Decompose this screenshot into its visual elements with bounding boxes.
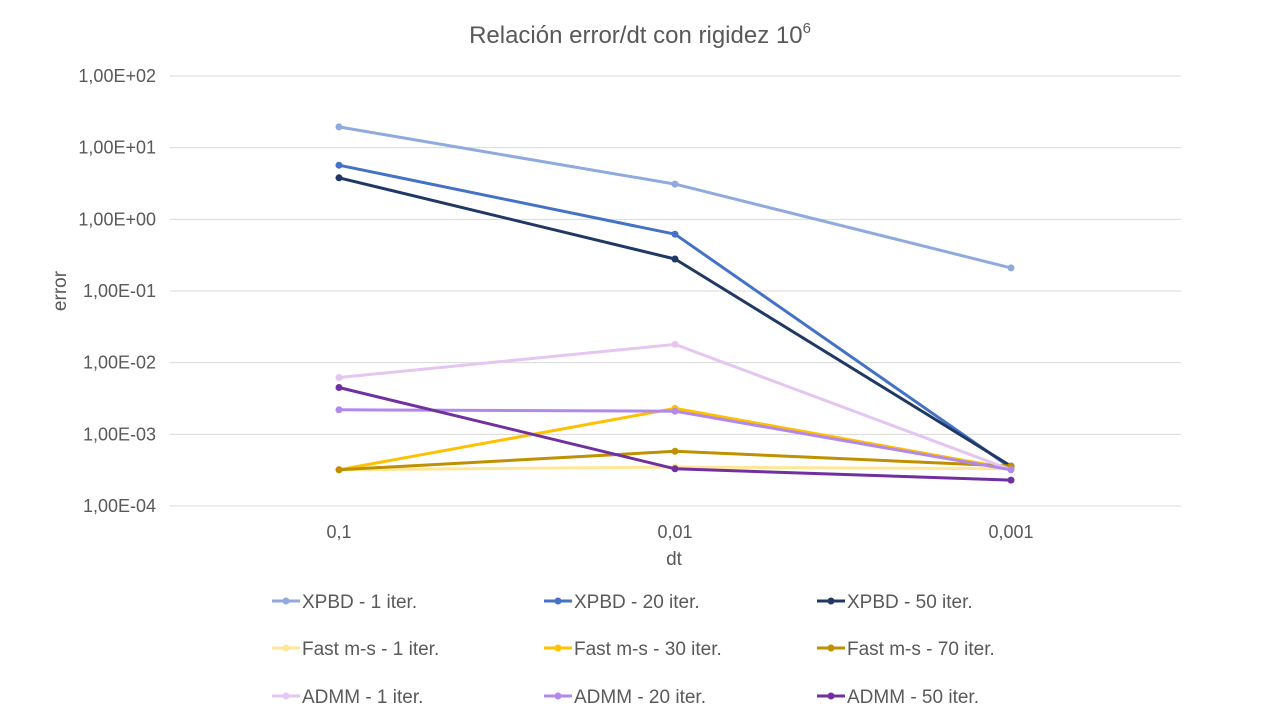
legend-item: Fast m-s - 70 iter.	[817, 639, 995, 660]
data-point	[671, 465, 679, 473]
series-0	[335, 123, 1015, 272]
x-tick-label: 0,001	[988, 522, 1033, 542]
data-point	[671, 255, 679, 263]
legend-item: XPBD - 50 iter.	[817, 592, 973, 613]
series-7	[335, 406, 1015, 474]
chart-title: Relación error/dt con rigidez 106	[469, 20, 811, 49]
legend-marker	[282, 692, 290, 700]
data-point	[671, 447, 679, 455]
legend-item: Fast m-s - 30 iter.	[544, 639, 722, 660]
legend-label: ADMM - 50 iter.	[847, 687, 979, 708]
data-point	[671, 340, 679, 348]
series-line	[338, 163, 1012, 470]
y-tick-label: 1,00E-03	[83, 424, 156, 444]
legend-label: Fast m-s - 30 iter.	[574, 639, 722, 660]
series-8	[335, 384, 1015, 484]
data-point	[335, 384, 343, 391]
chart-title-main: Relación error/dt con rigidez 10	[469, 22, 803, 49]
y-tick-labels: 1,00E+02 1,00E+01 1,00E+00 1,00E-01 1,00E-02…	[78, 66, 156, 516]
data-point	[1007, 476, 1015, 484]
y-tick-label: 1,00E+01	[78, 138, 156, 158]
legend-marker	[282, 597, 290, 605]
legend-item: Fast m-s - 1 iter.	[272, 639, 439, 660]
legend: XPBD - 1 iter. XPBD - 20 iter. XPBD - 50 i…	[272, 592, 995, 708]
legend-marker	[282, 644, 290, 652]
legend-label: XPBD - 50 iter.	[847, 592, 973, 613]
series-lines	[335, 123, 1015, 484]
x-tick-label: 0,1	[326, 522, 351, 542]
y-tick-label: 1,00E-04	[83, 496, 156, 516]
legend-label: ADMM - 1 iter.	[302, 687, 423, 708]
gridlines	[170, 75, 1181, 507]
legend-marker	[827, 692, 835, 700]
data-point	[335, 406, 343, 414]
data-point	[1007, 466, 1015, 474]
legend-label: Fast m-s - 1 iter.	[302, 639, 439, 660]
legend-marker	[554, 692, 562, 700]
data-point	[335, 123, 343, 131]
legend-marker	[554, 644, 562, 652]
chart-title-superscript: 6	[803, 20, 811, 37]
y-tick-label: 1,00E+02	[78, 66, 156, 86]
x-tick-labels: 0,1 0,01 0,001	[326, 522, 1033, 542]
data-point	[671, 230, 679, 238]
legend-item: ADMM - 20 iter.	[544, 687, 706, 708]
data-point	[335, 374, 343, 381]
data-point	[335, 466, 343, 474]
legend-marker	[554, 597, 562, 605]
y-tick-label: 1,00E-01	[83, 281, 156, 301]
legend-label: XPBD - 20 iter.	[574, 592, 700, 613]
x-axis-label: dt	[666, 549, 683, 570]
legend-label: ADMM - 20 iter.	[574, 687, 706, 708]
data-point	[335, 161, 343, 169]
y-tick-label: 1,00E+00	[78, 209, 156, 229]
legend-marker	[827, 644, 835, 652]
legend-label: Fast m-s - 70 iter.	[847, 639, 995, 660]
x-tick-label: 0,01	[657, 522, 692, 542]
legend-item: XPBD - 1 iter.	[272, 592, 417, 613]
legend-item: ADMM - 50 iter.	[817, 687, 979, 708]
series-line	[338, 176, 1012, 468]
series-1	[335, 161, 1015, 472]
legend-label: XPBD - 1 iter.	[302, 592, 417, 613]
series-2	[335, 174, 1015, 470]
data-point	[671, 180, 679, 188]
legend-item: ADMM - 1 iter.	[272, 687, 423, 708]
legend-item: XPBD - 20 iter.	[544, 592, 700, 613]
legend-marker	[827, 597, 835, 605]
data-point	[671, 407, 679, 415]
data-point	[1007, 264, 1015, 272]
y-axis-label: error	[50, 270, 71, 311]
y-tick-label: 1,00E-02	[83, 353, 156, 373]
data-point	[335, 174, 343, 182]
